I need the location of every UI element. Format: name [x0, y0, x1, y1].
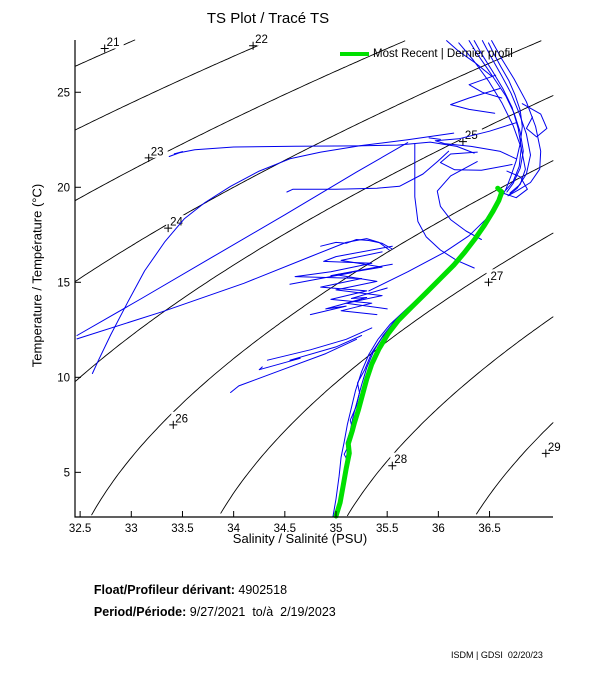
all-profiles-line-23: [286, 150, 450, 193]
all-profiles-line-19: [168, 141, 475, 157]
credit-stamp: ISDM | GDSI 02/20/23: [451, 650, 543, 660]
float-id-label: Float/Profileur dérivant:: [93, 583, 235, 597]
all-profiles-line-26: [320, 239, 393, 250]
all-profiles-line-8: [473, 40, 522, 191]
all-profiles-line-20: [76, 142, 409, 336]
contour-label-gap: [171, 411, 193, 425]
y-tick-label: 5: [64, 467, 70, 479]
all-profiles-line-2: [337, 321, 396, 511]
all-profiles-line-18: [428, 137, 441, 140]
contour-label-29: 29: [548, 442, 561, 454]
contour-label-gap: [102, 35, 124, 49]
all-profiles-line-28: [289, 263, 393, 285]
y-tick-label: 15: [57, 277, 70, 289]
all-profiles-line-13: [439, 151, 513, 171]
isopycnal-contour-22: [74, 40, 270, 131]
contour-label-marker-icon: [388, 461, 397, 470]
x-tick-label: 35: [330, 523, 343, 535]
all-profiles-line-17: [436, 161, 482, 240]
x-tick-label: 34: [227, 523, 240, 535]
x-tick-label: 34.5: [274, 523, 296, 535]
contour-label-24: 24: [170, 217, 183, 229]
contour-label-21: 21: [107, 37, 120, 49]
all-profiles-line-15: [450, 88, 501, 114]
contour-label-gap: [390, 452, 412, 466]
x-tick-label: 33: [125, 523, 138, 535]
contour-label-28: 28: [394, 454, 407, 466]
all-profiles-line-11: [468, 74, 503, 99]
axes-spines: [74, 40, 553, 518]
y-tick-label: 20: [57, 182, 70, 194]
contour-label-22: 22: [255, 34, 268, 46]
isopycnal-contour-23: [74, 40, 406, 202]
all-profiles-line-22: [91, 132, 455, 374]
isopycnal-contour-26: [91, 160, 554, 516]
isopycnal-contour-27: [220, 232, 554, 514]
contour-label-marker-icon: [169, 420, 178, 429]
x-tick-label: 36: [432, 523, 445, 535]
isopycnal-contour-29: [476, 422, 554, 515]
contour-label-gap: [251, 32, 273, 46]
all-profiles-line-7: [491, 40, 542, 197]
all-profiles-line-14: [499, 170, 528, 199]
contour-label-marker-icon: [100, 44, 109, 53]
legend-line-icon: [340, 52, 369, 56]
contour-label-26: 26: [175, 413, 188, 425]
isopycnal-contour-24: [74, 40, 542, 283]
contour-label-gap: [166, 215, 188, 229]
most-recent-profile-line-0: [333, 185, 505, 519]
contour-label-gap: [543, 440, 565, 454]
all-profiles-line-30: [258, 335, 363, 371]
all-profiles-line-31: [266, 327, 373, 361]
all-profiles-line-29: [230, 338, 357, 393]
contour-label-marker-icon: [164, 224, 173, 233]
contour-label-marker-icon: [144, 153, 153, 162]
period-label: Period/Période:: [93, 605, 187, 619]
period-line: Period/Période: 9/27/2021 to/à 2/19/2023: [80, 591, 336, 633]
contour-label-marker-icon: [249, 41, 258, 50]
x-tick-label: 32.5: [69, 523, 91, 535]
contour-label-gap: [146, 144, 168, 158]
contour-label-marker-icon: [458, 137, 467, 146]
contour-label-marker-icon: [541, 449, 550, 458]
all-profiles-line-16: [414, 143, 475, 269]
contour-label-23: 23: [151, 146, 164, 158]
contour-label-marker-icon: [484, 278, 493, 287]
x-tick-label: 35.5: [376, 523, 398, 535]
legend-label: Most Recent | Dernier profil: [373, 48, 513, 60]
all-profiles-line-27: [309, 287, 388, 316]
all-profiles-line-12: [521, 103, 548, 138]
float-id-value: 4902518: [234, 583, 288, 597]
period-value: 9/27/2021 to/à 2/19/2023: [186, 605, 336, 619]
all-profiles-line-9: [446, 40, 493, 77]
legend: Most Recent | Dernier profil: [340, 47, 513, 61]
x-tick-label: 33.5: [171, 523, 193, 535]
float-id-line: Float/Profileur dérivant: 4902518: [80, 569, 287, 611]
all-profiles-line-25: [335, 251, 388, 310]
y-tick-label: 25: [57, 87, 70, 99]
all-profiles-line-10: [434, 122, 517, 160]
contour-label-27: 27: [491, 271, 504, 283]
isopycnal-contour-28: [347, 316, 554, 517]
y-tick-label: 10: [57, 372, 70, 384]
x-tick-label: 36.5: [478, 523, 500, 535]
isopycnal-contour-21: [74, 39, 136, 67]
contour-label-gap: [486, 269, 508, 283]
